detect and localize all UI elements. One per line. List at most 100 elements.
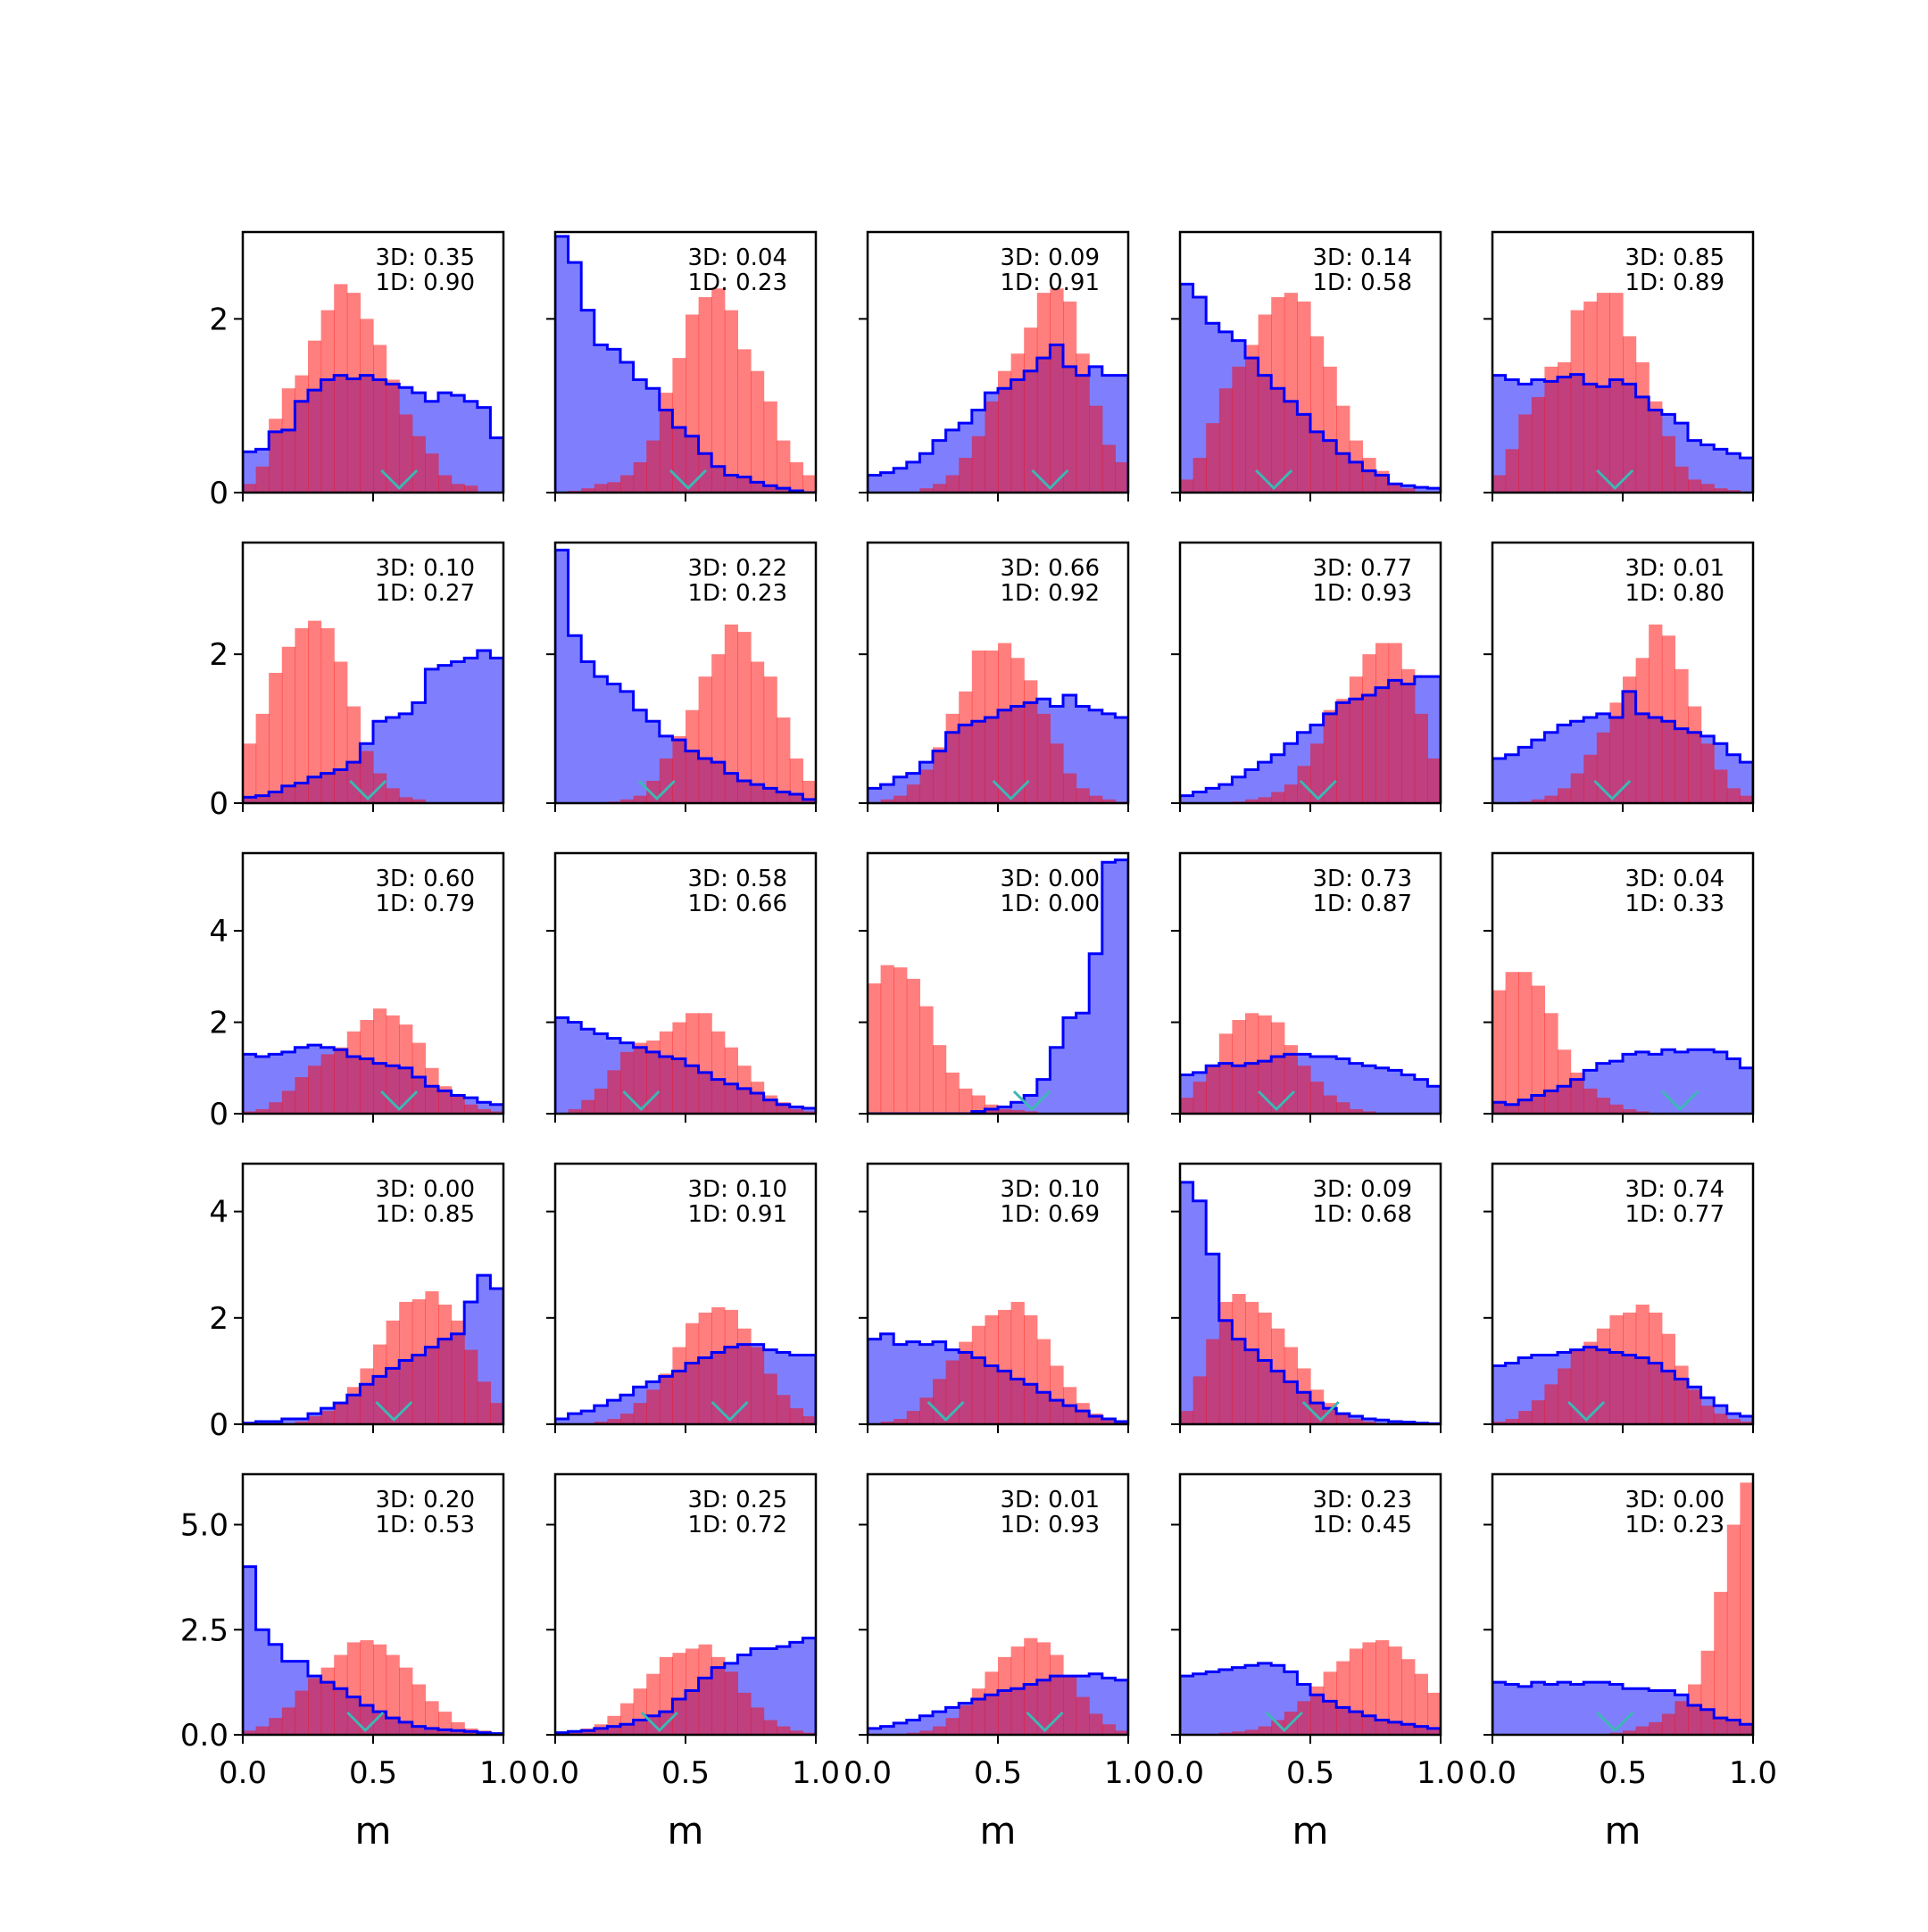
annotation-1d: 1D: 0.66 (688, 891, 787, 917)
red-bar (346, 1031, 361, 1114)
red-bar (1388, 484, 1402, 493)
red-bar (386, 788, 400, 803)
red-bar (568, 1108, 582, 1114)
median-marker (640, 1711, 678, 1733)
blue-bar (1505, 1363, 1519, 1424)
red-bar (1388, 643, 1402, 803)
red-bar (1089, 795, 1103, 803)
blue-bar (399, 713, 413, 803)
red-bar (1258, 1312, 1272, 1424)
red-bar (425, 1701, 439, 1735)
red-bar (1193, 458, 1207, 493)
blue-bar (1258, 762, 1272, 803)
blue-bar (1740, 458, 1753, 493)
red-bar (1714, 1414, 1728, 1424)
red-bar (1101, 799, 1116, 803)
red-bar (1544, 1384, 1558, 1424)
red-bar (607, 482, 621, 493)
median-marker (380, 1090, 419, 1112)
red-bar (945, 1072, 960, 1114)
blue-bar (1649, 1054, 1663, 1114)
blue-bar (1635, 1688, 1650, 1735)
red-bar (594, 1088, 608, 1114)
red-bar (594, 1422, 608, 1424)
annotation-1d: 1D: 0.72 (688, 1512, 787, 1538)
red-bar (672, 735, 686, 803)
red-bar (1310, 1686, 1325, 1735)
blue-bar (893, 1722, 908, 1735)
red-bar (1271, 1022, 1285, 1114)
red-bar (711, 654, 726, 803)
red-bar (985, 401, 999, 493)
red-bar (1492, 990, 1507, 1114)
median-marker (622, 1090, 661, 1112)
median-marker (1031, 468, 1069, 491)
red-bar (360, 750, 374, 803)
blue-bar (1740, 1416, 1753, 1424)
blue-bar (868, 1728, 882, 1735)
red-bar (620, 1051, 635, 1114)
annotation-3d: 3D: 0.14 (1313, 245, 1412, 271)
red-bar (308, 340, 322, 493)
red-bar (334, 1047, 348, 1114)
red-bar (360, 1640, 374, 1735)
blue-bar (1609, 1061, 1624, 1114)
red-bar (360, 1368, 374, 1424)
blue-bar (451, 394, 465, 493)
red-bar (906, 784, 920, 803)
blue-bar (1193, 1200, 1207, 1424)
annotation-3d: 3D: 0.04 (1625, 866, 1724, 892)
median-marker (1567, 1400, 1606, 1422)
red-bar (1180, 479, 1194, 493)
blue-bar (425, 668, 439, 803)
red-bar (1609, 293, 1624, 493)
blue-bar (620, 691, 635, 803)
red-bar (1583, 301, 1598, 493)
blue-bar (1050, 1047, 1064, 1114)
annotation-1d: 1D: 0.91 (688, 1201, 787, 1228)
red-bar (295, 375, 309, 493)
red-bar (1544, 1013, 1558, 1114)
x-tick-label: 0.5 (974, 1755, 1022, 1791)
red-bar (1336, 1102, 1350, 1114)
red-bar (985, 1671, 999, 1735)
blue-bar (1180, 1676, 1194, 1735)
red-bar (1245, 799, 1259, 803)
red-bar (1036, 293, 1051, 493)
plot-area (555, 1306, 816, 1424)
blue-bar (620, 362, 635, 493)
plot-area (1180, 643, 1441, 803)
red-bar (607, 1419, 621, 1424)
red-bar (959, 1088, 973, 1114)
red-bar (724, 1671, 738, 1735)
red-bar (1180, 1411, 1194, 1424)
blue-bar (880, 1726, 894, 1735)
red-bar (1218, 1033, 1233, 1114)
red-bar (737, 632, 752, 803)
red-bar (281, 1707, 295, 1735)
red-bar (1492, 1422, 1507, 1424)
red-bar (971, 650, 985, 803)
plot-area (243, 284, 503, 493)
y-tick-label: 0 (209, 1407, 229, 1443)
blue-bar (1675, 1051, 1689, 1114)
blue-bar (1740, 1067, 1753, 1114)
red-bar (360, 1019, 374, 1114)
blue-bar (1206, 788, 1220, 803)
blue-bar (1492, 758, 1507, 803)
red-bar (672, 1653, 686, 1735)
red-bar (880, 1422, 894, 1424)
blue-step-line (1180, 1662, 1441, 1735)
red-bar (295, 627, 309, 803)
x-axis-label: m (355, 1809, 392, 1853)
median-marker (1593, 779, 1632, 801)
red-bar (1649, 624, 1663, 803)
red-bar (1297, 1701, 1311, 1735)
blue-bar (607, 349, 621, 493)
red-bar (1180, 1098, 1194, 1114)
